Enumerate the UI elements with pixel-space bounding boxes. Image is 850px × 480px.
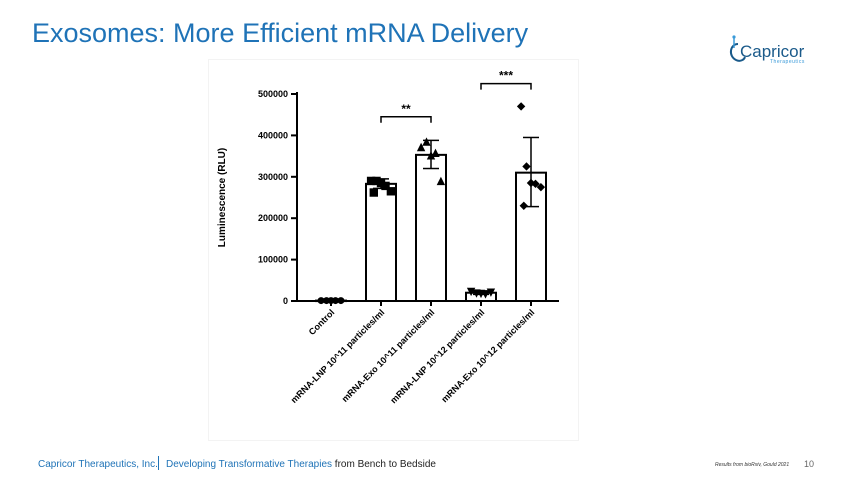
bar-chart: 0 100000 200000 300000 400000 500000 Luminesce… bbox=[217, 69, 559, 405]
data-point bbox=[486, 288, 496, 297]
data-point bbox=[376, 178, 386, 188]
x-tick-label: mRNA-Exo 10^12 particles/ml bbox=[439, 307, 536, 404]
footer-company: Capricor Therapeutics, Inc. bbox=[38, 459, 158, 470]
y-tick-label: 0 bbox=[283, 296, 288, 306]
footer-divider bbox=[158, 456, 159, 470]
slide-title: Exosomes: More Efficient mRNA Delivery bbox=[32, 18, 529, 48]
data-point bbox=[481, 290, 490, 299]
data-point bbox=[369, 188, 378, 197]
y-tick-label: 100000 bbox=[258, 255, 288, 265]
footer-tagline: Developing Transformative Therapies from… bbox=[166, 459, 436, 470]
data-point bbox=[332, 297, 339, 305]
data-point bbox=[426, 151, 436, 160]
capricor-logo-icon bbox=[730, 35, 746, 62]
y-tick-label: 400000 bbox=[258, 130, 288, 140]
y-tick-label: 200000 bbox=[258, 213, 288, 223]
data-point bbox=[372, 176, 381, 186]
bar-2 bbox=[415, 153, 447, 302]
data-point bbox=[522, 162, 531, 171]
data-point bbox=[386, 187, 396, 196]
data-point bbox=[536, 182, 546, 192]
significance-bracket bbox=[380, 116, 432, 123]
significance-label: ** bbox=[401, 102, 411, 116]
x-tick-label: Control bbox=[307, 307, 337, 337]
chart-panel: 0 100000 200000 300000 400000 500000 Luminesce… bbox=[209, 60, 578, 440]
x-tick-label: mRNA-Exo 10^11 particles/ml bbox=[340, 307, 437, 404]
source-note: Results from bioRxiv, Gould 2021 bbox=[715, 462, 790, 468]
footer-tagline-rest: from Bench to Bedside bbox=[334, 459, 436, 470]
bar-1 bbox=[365, 182, 397, 302]
page-number: 10 bbox=[804, 459, 815, 469]
y-tick-label: 300000 bbox=[258, 172, 288, 182]
data-point bbox=[431, 148, 440, 157]
significance-bracket bbox=[480, 82, 532, 90]
logo-subtitle: Therapeutics bbox=[770, 59, 805, 65]
data-point bbox=[436, 176, 446, 186]
data-point bbox=[531, 179, 540, 189]
data-point bbox=[317, 297, 325, 305]
y-tick-label: 500000 bbox=[258, 89, 288, 99]
y-axis-label: Luminescence (RLU) bbox=[217, 148, 228, 247]
x-tick-label: mRNA-LNP 10^11 particles/ml bbox=[289, 307, 387, 405]
data-point bbox=[416, 142, 426, 152]
data-point bbox=[366, 176, 376, 186]
data-point bbox=[519, 201, 528, 210]
logo-text: Capricor bbox=[740, 42, 805, 61]
footer-tagline-highlight: Developing Transformative Therapies bbox=[166, 459, 333, 470]
data-point bbox=[381, 181, 390, 191]
data-point bbox=[422, 137, 431, 146]
data-point bbox=[337, 297, 345, 305]
significance-label: *** bbox=[499, 69, 513, 83]
x-tick-label: mRNA-LNP 10^12 particles/ml bbox=[388, 307, 486, 405]
data-point bbox=[516, 102, 526, 111]
